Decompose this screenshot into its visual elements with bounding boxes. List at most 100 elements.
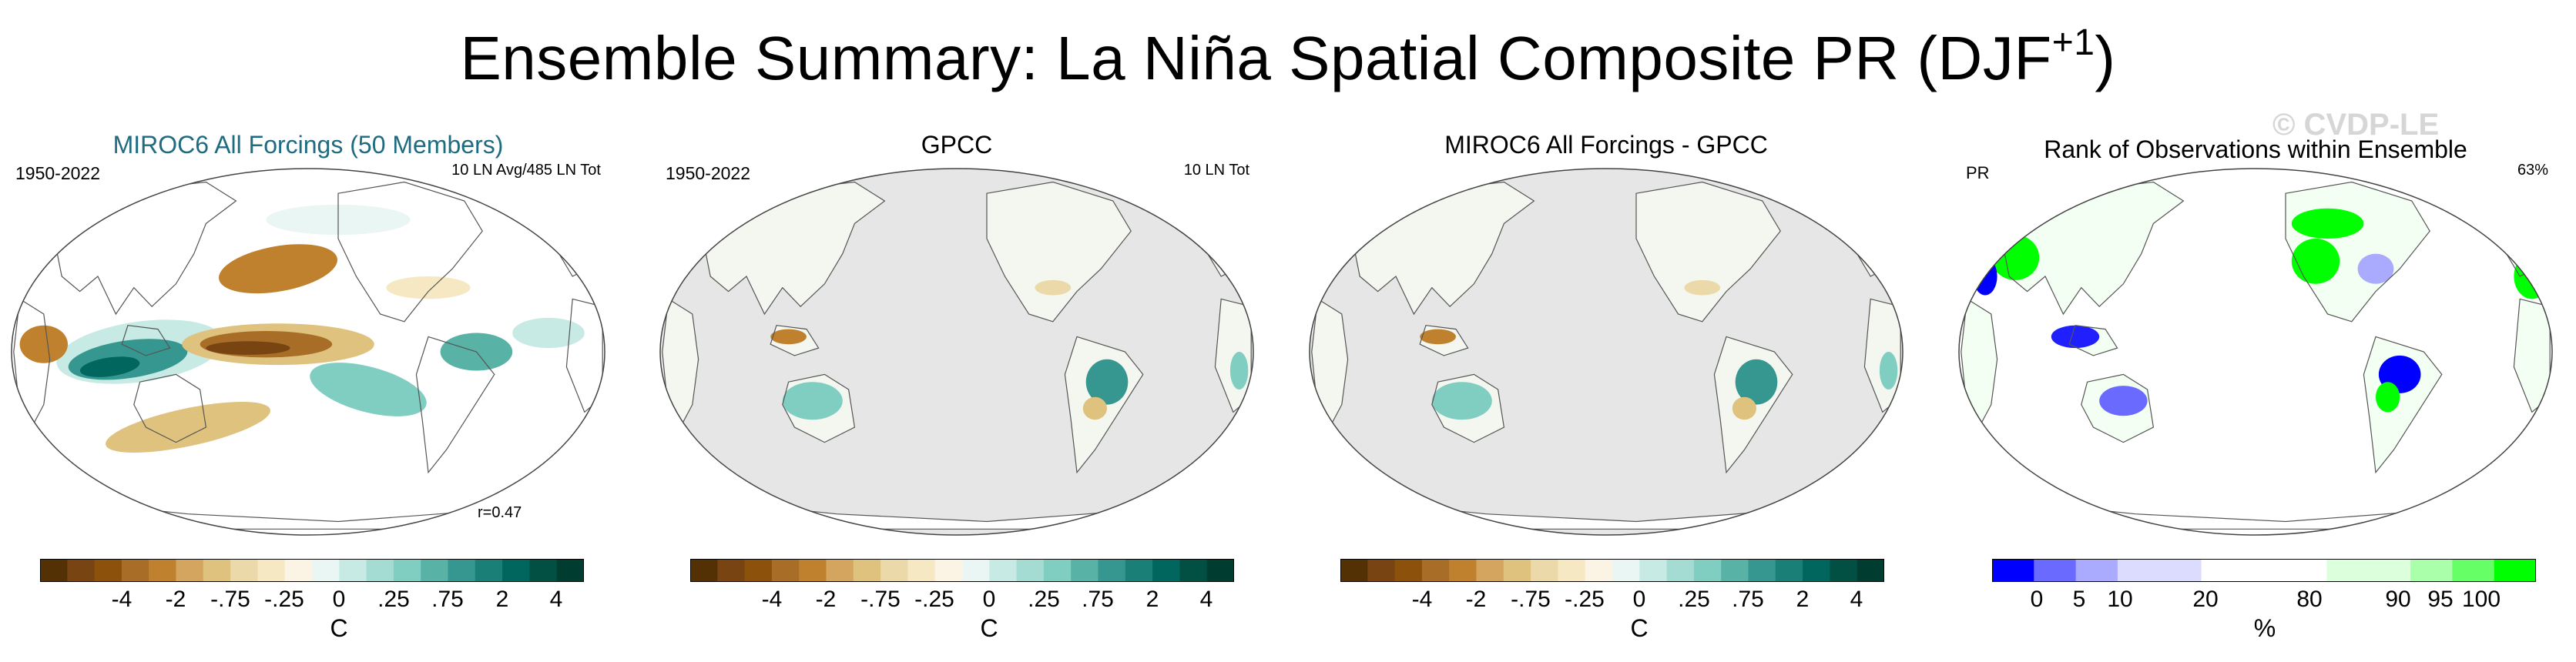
- colorbar-tick-label: 80: [2296, 587, 2323, 612]
- coastline-africa: [662, 298, 699, 429]
- colorbar-swatch: [880, 559, 908, 582]
- colorbar-tick-label: -4: [1411, 587, 1433, 612]
- colorbar-swatch: [1098, 559, 1126, 582]
- coastline-africa: [1311, 298, 1349, 429]
- cvdp-watermark: © CVDP-LE: [2272, 108, 2440, 142]
- colorbar-swatches: [40, 559, 584, 582]
- colorbar-tick-label: .25: [1678, 587, 1710, 612]
- colorbar-swatch: [1340, 559, 1368, 582]
- colorbar-swatch: [448, 559, 476, 582]
- land-region-namerica: [987, 182, 1132, 322]
- colorbar-swatch: [475, 559, 503, 582]
- colorbar-swatch: [2494, 559, 2536, 582]
- panel-model-composite: MIROC6 All Forcings (50 Members) 1950-20…: [8, 123, 609, 662]
- colorbar-swatch: [556, 559, 584, 582]
- colorbar-swatch: [2117, 559, 2160, 582]
- figure-title-close: ): [2095, 24, 2116, 92]
- precip-anomaly-dry-region: [1035, 279, 1072, 296]
- colorbar-swatch: [1558, 559, 1586, 582]
- coastline-africa: [13, 298, 51, 429]
- coastline-australia: [782, 373, 856, 443]
- colorbar-swatch: [94, 559, 122, 582]
- rank-low-region: [2357, 253, 2394, 284]
- coastline-greenland: [2435, 177, 2473, 209]
- colorbar-tick-label: -.75: [860, 587, 901, 612]
- colorbar-tick-label: .25: [1028, 587, 1060, 612]
- precip-anomaly-dry-region: [386, 276, 471, 299]
- land-region-namerica: [1636, 182, 1781, 322]
- coastline-samerica: [2363, 336, 2443, 474]
- panel-title: Rank of Observations within Ensemble: [2044, 135, 2467, 163]
- colorbar-swatch: [1803, 559, 1830, 582]
- rank-low-region: [2099, 386, 2148, 416]
- colorbar-unit-label: C: [330, 614, 348, 642]
- colorbar-swatch: [744, 559, 773, 582]
- coastline-seasia: [2068, 325, 2118, 356]
- map-border: [659, 168, 1254, 536]
- colorbar-swatch: [1071, 559, 1098, 582]
- colorbar-tick-label: 4: [1850, 587, 1863, 612]
- panel-title: MIROC6 All Forcings - GPCC: [1444, 131, 1768, 159]
- colorbar-tick-label: .75: [431, 587, 464, 612]
- colorbar-swatch: [826, 559, 854, 582]
- colorbar-tick-label: 100: [2461, 587, 2501, 612]
- coastline-seasia: [121, 325, 171, 356]
- colorbar-tick-label: 90: [2385, 587, 2411, 612]
- colorbar-swatch: [1612, 559, 1640, 582]
- precip-anomaly-wet-region: [79, 356, 140, 377]
- precip-anomaly-dry-region: [1082, 396, 1107, 420]
- coastline-greenland: [1136, 177, 1174, 209]
- colorbar-swatch: [2285, 559, 2327, 582]
- coastline-namerica: [337, 181, 483, 323]
- colorbar-swatch: [2159, 559, 2202, 582]
- colorbar-swatch: [1394, 559, 1423, 582]
- map-border: [1958, 168, 2553, 536]
- colorbar-swatch: [1666, 559, 1695, 582]
- colorbar-tick-label: 2: [1796, 587, 1810, 612]
- coastline-namerica: [2285, 181, 2430, 323]
- colorbar-tick-label: 4: [1199, 587, 1213, 612]
- colorbar-swatch: [799, 559, 827, 582]
- colorbar-tick-label: 20: [2192, 587, 2219, 612]
- precip-anomaly-wet-region: [1735, 359, 1778, 405]
- colorbar-swatch: [1476, 559, 1504, 582]
- panel-rank: Rank of Observations within Ensemble PR …: [1955, 123, 2556, 662]
- precip-anomaly-wet-region: [512, 317, 585, 349]
- figure-title: Ensemble Summary: La Niña Spatial Compos…: [0, 22, 2576, 94]
- colorbar-swatch: [1016, 559, 1045, 582]
- panel-gpcc-composite: GPCC 1950-2022 10 LN Tot: [656, 123, 1257, 662]
- precip-anomaly-dry-region: [770, 329, 807, 345]
- precip-anomaly-wet-region: [1431, 382, 1492, 420]
- map-border: [1309, 168, 1903, 536]
- colorbar-swatch: [2452, 559, 2495, 582]
- rank-low-region: [2051, 325, 2100, 349]
- colorbar-tick-label: .75: [1082, 587, 1114, 612]
- colorbar-swatch: [1125, 559, 1153, 582]
- coastline-seasia: [1419, 325, 1469, 356]
- colorbar-swatch: [40, 559, 68, 582]
- member-count-label: 10 LN Avg/485 LN Tot: [451, 162, 601, 179]
- land-region-africa: [662, 299, 699, 427]
- colorbar-swatch: [1748, 559, 1776, 582]
- colorbar-swatch: [1693, 559, 1722, 582]
- colorbar-tick-label: 10: [2107, 587, 2133, 612]
- map-model-composite: [11, 168, 605, 536]
- colorbar-swatch: [1775, 559, 1803, 582]
- colorbar-swatch: [2242, 559, 2286, 582]
- variable-label: PR: [1966, 163, 1990, 182]
- colorbar-swatch: [717, 559, 746, 582]
- colorbar-swatch: [529, 559, 558, 582]
- coastline-namerica: [1635, 181, 1781, 323]
- panel-difference: MIROC6 All Forcings - GPCC: [1306, 123, 1907, 662]
- colorbar-tick-label: 95: [2427, 587, 2454, 612]
- colorbar-swatch: [2201, 559, 2244, 582]
- coastline-namerica: [986, 181, 1132, 323]
- colorbar-swatch: [393, 559, 421, 582]
- colorbar-tick-label: .75: [1732, 587, 1764, 612]
- figure-title-text: Ensemble Summary: La Niña Spatial Compos…: [460, 24, 2052, 92]
- colorbar-tick-label: 0: [982, 587, 996, 612]
- figure-title-superscript: +1: [2051, 22, 2095, 63]
- colorbar-swatch: [1531, 559, 1558, 582]
- precip-anomaly-dry-region: [1684, 279, 1721, 296]
- coastline-samerica: [1064, 336, 1144, 474]
